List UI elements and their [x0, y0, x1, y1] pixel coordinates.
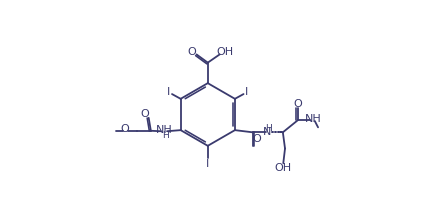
Text: OH: OH — [216, 47, 233, 57]
Text: OH: OH — [274, 163, 291, 173]
Text: N: N — [262, 127, 271, 137]
Text: H: H — [264, 124, 271, 133]
Text: NH: NH — [155, 125, 172, 135]
Text: O: O — [187, 47, 196, 57]
Text: I: I — [167, 87, 170, 97]
Text: O: O — [252, 134, 261, 144]
Text: O: O — [120, 124, 129, 134]
Text: I: I — [244, 87, 247, 97]
Text: H: H — [161, 132, 168, 140]
Text: O: O — [140, 109, 149, 119]
Text: I: I — [206, 159, 209, 169]
Text: NH: NH — [304, 114, 321, 124]
Text: O: O — [293, 98, 301, 109]
